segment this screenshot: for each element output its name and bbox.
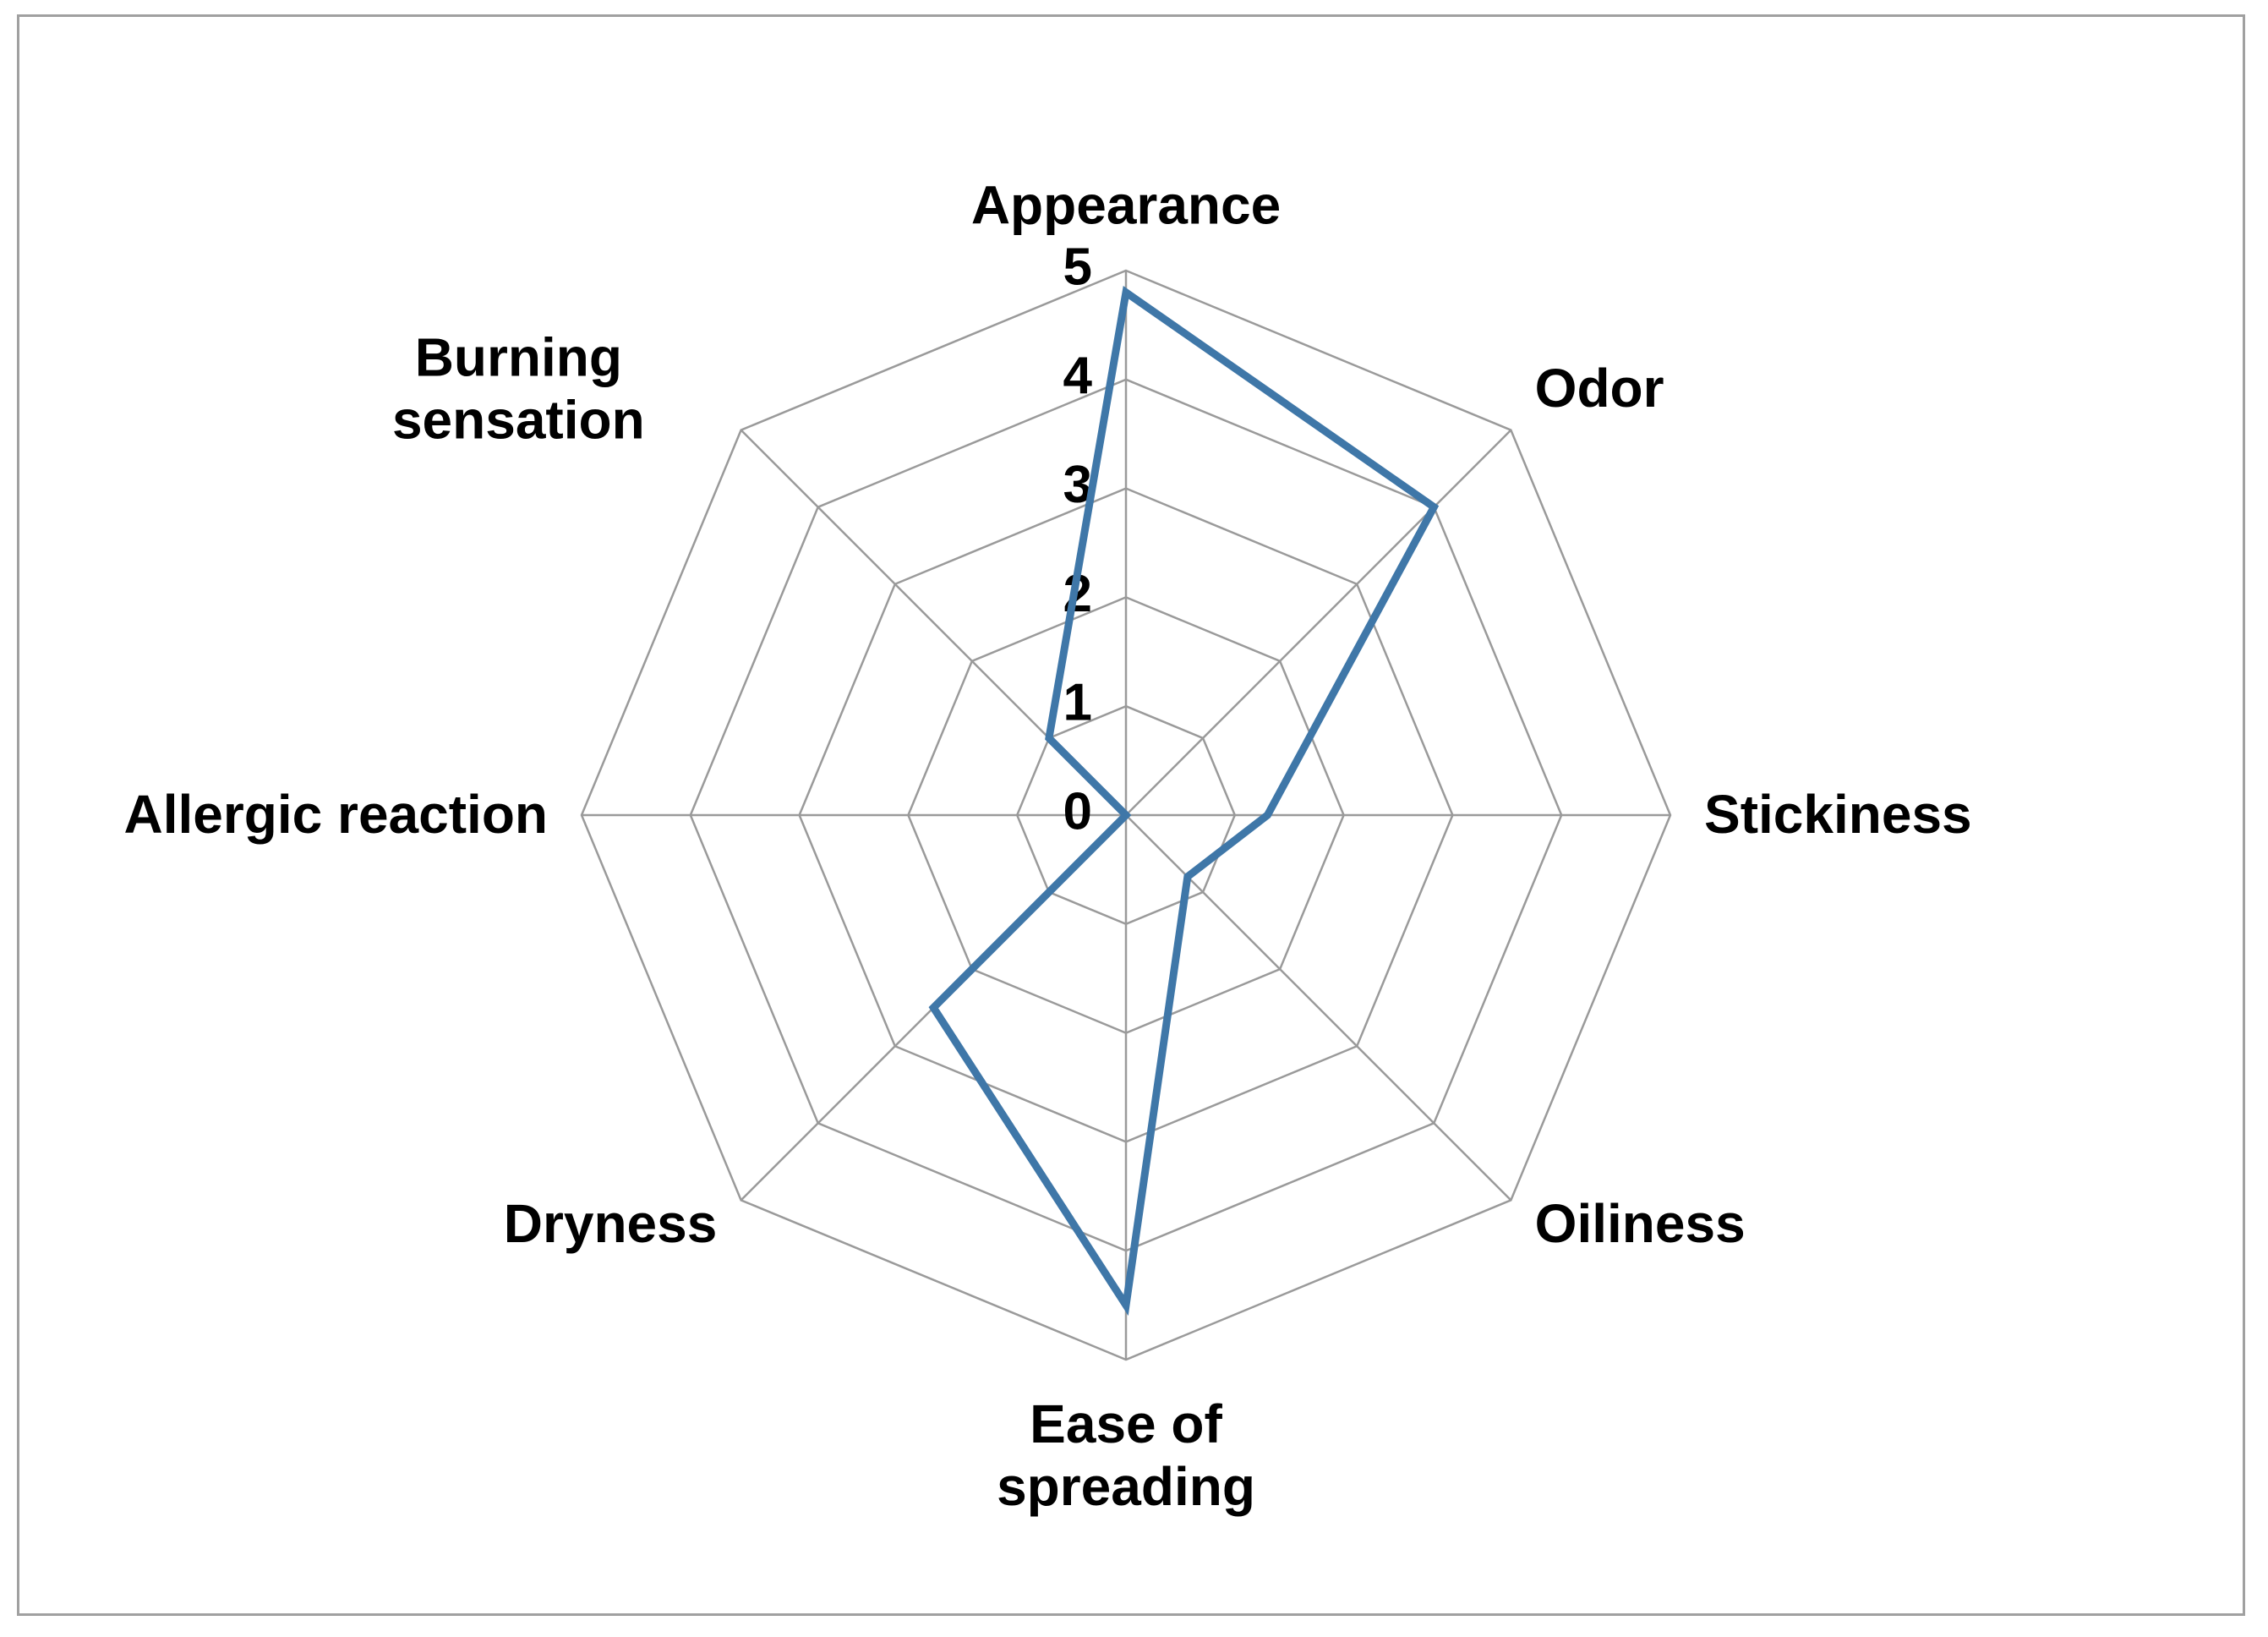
chart-frame — [17, 14, 2245, 1616]
category-label: Appearance — [970, 174, 1282, 236]
category-label: Odor — [1534, 358, 1664, 419]
category-label: Ease of spreading — [997, 1393, 1255, 1517]
category-label: Dryness — [503, 1192, 718, 1254]
category-label: Burning sensation — [391, 326, 645, 451]
r-tick-label: 0 — [1063, 782, 1092, 840]
r-tick-label: 5 — [1063, 238, 1092, 296]
axis-spoke — [1125, 429, 1512, 816]
data-line — [928, 286, 1440, 1317]
category-label: Allergic reaction — [123, 784, 549, 846]
category-label: Stickiness — [1704, 784, 1972, 846]
axis-spoke — [1125, 814, 1512, 1202]
r-tick-label: 1 — [1063, 674, 1092, 732]
r-tick-label: 4 — [1063, 347, 1093, 405]
category-label: Oiliness — [1534, 1192, 1746, 1254]
